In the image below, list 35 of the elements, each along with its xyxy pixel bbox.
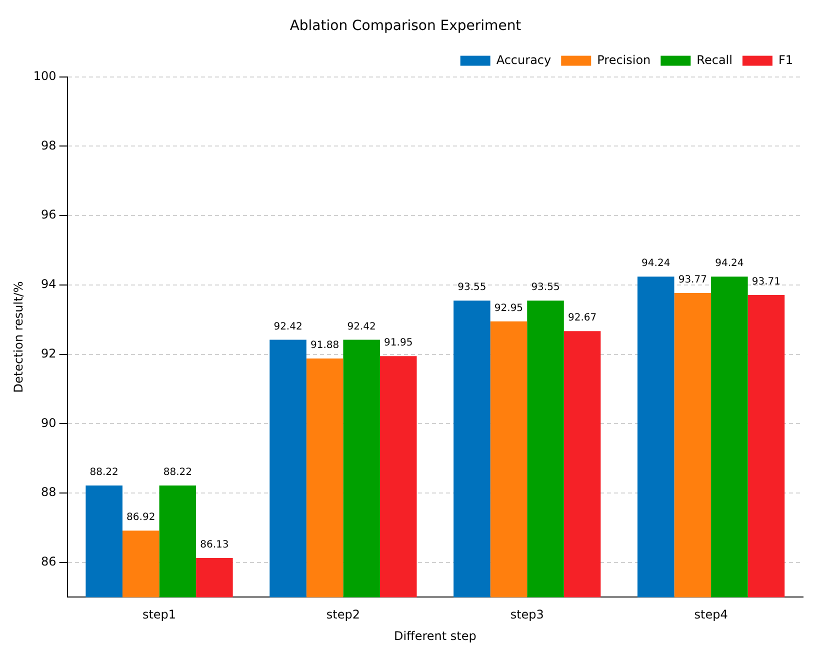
data-label: 93.77 [678, 274, 707, 286]
chart-title: Ablation Comparison Experiment [290, 18, 522, 34]
data-label: 91.95 [384, 338, 413, 349]
legend-label: Accuracy [496, 52, 552, 67]
data-label: 92.42 [274, 321, 302, 332]
data-label: 94.24 [642, 258, 670, 270]
y-tick-label: 88 [41, 485, 56, 500]
y-tick-label: 86 [41, 554, 56, 569]
data-label: 93.71 [752, 276, 781, 288]
data-label: 93.55 [458, 282, 486, 294]
data-label: 86.13 [200, 540, 229, 551]
y-tick-label: 90 [41, 416, 56, 430]
y-tick-label: 96 [41, 208, 56, 222]
y-tick-label: 92 [41, 346, 56, 360]
legend-label: F1 [778, 52, 794, 67]
y-tick-label: 98 [41, 138, 56, 152]
data-label: 94.24 [715, 258, 744, 270]
data-label: 92.67 [568, 312, 597, 324]
x-tick-label: step1 [142, 608, 176, 622]
y-tick-label: 94 [41, 277, 56, 292]
data-label: 91.88 [310, 340, 340, 352]
legend-label: Recall [696, 52, 732, 67]
x-tick-label: step2 [326, 608, 360, 622]
y-tick-label: 100 [33, 68, 56, 83]
data-label: 92.95 [494, 302, 524, 314]
legend-label: Precision [597, 52, 651, 67]
x-axis-title: Different step [394, 628, 476, 643]
x-tick-label: step4 [694, 608, 728, 622]
data-label: 92.42 [347, 321, 376, 332]
x-tick-label: step3 [510, 608, 544, 622]
data-label: 86.92 [126, 512, 156, 524]
y-axis-title: Detection result/% [11, 281, 26, 393]
data-label: 88.22 [163, 467, 192, 478]
data-label: 88.22 [90, 467, 118, 478]
data-label: 93.55 [531, 282, 560, 294]
